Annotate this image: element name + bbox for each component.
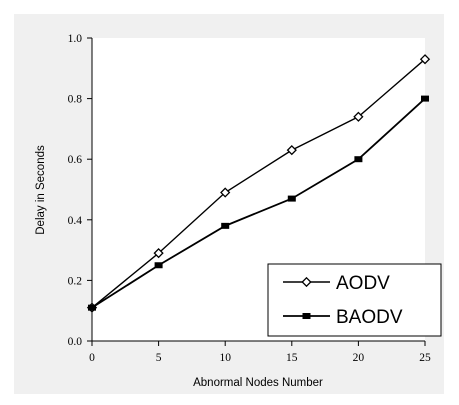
x-tick-label: 5 [156,352,162,364]
x-tick-label: 10 [219,352,231,364]
baodv-data-point [154,262,163,269]
legend-aodv-marker [301,276,312,288]
y-tick-label: 0.6 [68,154,83,166]
aodv-data-point [419,54,431,65]
x-tick-label: 0 [89,352,95,364]
legend-box [267,263,442,337]
legend-baodv-marker [302,313,311,319]
baodv-series-line [91,97,426,309]
y-axis-ticks: 0.0 0.2 0.4 0.6 0.8 1.0 [68,33,92,348]
y-tick-label: 1.0 [68,33,83,45]
baodv-data-point [287,195,296,202]
y-tick-label: 0.0 [68,336,83,348]
x-axis-title: Abnormal Nodes Number [193,377,323,389]
baodv-data-point [88,304,96,311]
x-tick-label: 25 [419,352,431,364]
legend: AODV BAODV [267,263,442,337]
baodv-data-point [354,156,363,163]
legend-aodv-label: AODV [336,273,390,294]
series-layer [86,54,431,313]
y-tick-label: 0.4 [68,215,83,227]
aodv-data-point [286,144,297,156]
aodv-series-line [91,58,426,309]
x-tick-label: 15 [286,352,298,364]
y-axis-title: Delay in Seconds [35,145,47,235]
aodv-data-point [153,248,164,259]
baodv-data-point [221,222,230,229]
aodv-data-point [353,111,364,122]
x-axis-ticks: 0 5 10 15 20 25 [89,341,431,364]
y-tick-label: 0.2 [68,275,83,287]
aodv-data-point [220,187,231,198]
legend-baodv-label: BAODV [336,307,403,328]
x-tick-label: 20 [353,352,365,364]
baodv-data-point [421,95,429,102]
y-tick-label: 0.8 [68,94,83,106]
